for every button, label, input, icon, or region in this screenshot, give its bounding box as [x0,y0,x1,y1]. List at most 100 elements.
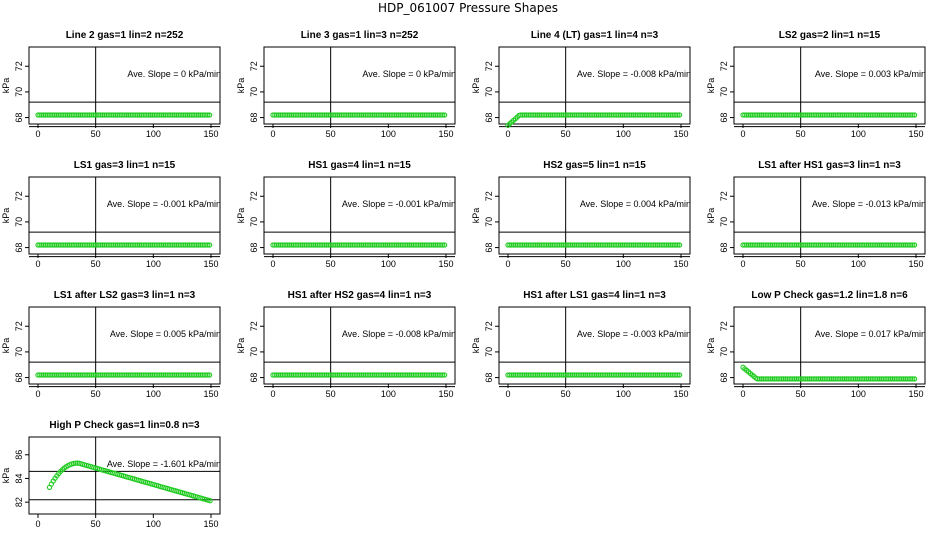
y-tick-label: 72 [719,321,729,331]
y-tick-label: 68 [484,373,494,383]
x-tick-label: 100 [616,389,631,399]
y-axis-label: kPa [471,78,481,94]
slope-annotation: Ave. Slope = -0.003 kPa/min [577,329,691,339]
slope-annotation: Ave. Slope = 0 kPa/min [362,69,456,79]
data-point [440,112,446,118]
panel-title: LS2 gas=2 lin=1 n=15 [779,30,881,41]
plot-frame [733,176,926,255]
panel-title: High P Check gas=1 lin=0.8 n=3 [49,420,200,431]
x-tick-label: 150 [203,389,218,399]
x-tick-label: 50 [796,389,806,399]
data-point [911,376,918,382]
x-tick-label: 150 [673,389,688,399]
y-tick-label: 70 [249,347,259,357]
x-tick-label: 50 [91,129,101,139]
plot-frame [733,306,926,385]
y-tick-label: 68 [249,243,259,253]
y-tick-label: 72 [719,191,729,201]
plot-frame [28,176,221,255]
y-tick-label: 72 [14,191,24,201]
data-point [675,112,681,118]
x-tick-label: 100 [616,259,631,269]
panel-title: Line 2 gas=1 lin=2 n=252 [66,30,184,41]
x-tick-label: 100 [381,129,396,139]
data-point [440,372,446,378]
plot-frame [28,306,221,385]
x-tick-label: 100 [146,389,161,399]
y-tick-label: 70 [719,87,729,97]
x-tick-label: 0 [35,389,40,399]
y-tick-label: 68 [14,373,24,383]
x-tick-label: 100 [146,519,161,529]
x-tick-label: 50 [561,129,571,139]
plot-frame [263,176,456,255]
y-axis-label: kPa [236,208,246,224]
y-tick-label: 72 [484,321,494,331]
x-tick-label: 50 [326,389,336,399]
x-tick-label: 150 [908,129,923,139]
plot-frame [498,176,691,255]
x-tick-label: 150 [438,259,453,269]
data-point [206,112,213,118]
data-point [676,372,683,378]
y-tick-label: 68 [14,243,24,253]
x-tick-label: 100 [381,259,396,269]
data-point [676,242,683,248]
panel-title: HS1 gas=4 lin=1 n=15 [308,160,411,171]
y-axis-label: kPa [706,338,716,354]
y-tick-label: 70 [719,217,729,227]
y-tick-label: 68 [14,113,24,123]
slope-annotation: Ave. Slope = 0 kPa/min [127,69,221,79]
panel-title: HS1 after LS1 gas=4 lin=1 n=3 [523,290,666,301]
x-tick-label: 100 [146,129,161,139]
x-tick-label: 100 [851,129,866,139]
panel-13: High P Check gas=1 lin=0.8 n=3 0 50 100 150 8… [1,420,221,529]
x-tick-label: 0 [270,389,275,399]
x-tick-label: 50 [326,129,336,139]
y-tick-label: 72 [484,191,494,201]
slope-annotation: Ave. Slope = -0.008 kPa/min [342,329,456,339]
data-point [910,242,916,248]
plot-frame [28,436,221,515]
plot-frame [28,46,221,125]
slope-annotation: Ave. Slope = 0.003 kPa/min [815,69,926,79]
x-tick-label: 150 [673,129,688,139]
panel-8: LS1 after HS1 gas=3 lin=1 n=3 0 50 100 150 68… [706,160,926,269]
panel-title: LS1 gas=3 lin=1 n=15 [74,160,176,171]
panel-12: Low P Check gas=1.2 lin=1.8 n=6 0 50 100 150… [706,290,926,399]
data-point [441,242,448,248]
plot-frame [498,306,691,385]
data-point [205,372,211,378]
data-point [441,372,448,378]
x-tick-label: 150 [908,259,923,269]
x-tick-label: 0 [740,129,745,139]
y-axis-label: kPa [236,78,246,94]
x-tick-label: 0 [505,259,510,269]
x-tick-label: 50 [561,389,571,399]
y-axis-label: kPa [1,208,11,224]
data-point [205,242,211,248]
x-tick-label: 50 [796,129,806,139]
y-axis-label: kPa [236,338,246,354]
x-tick-label: 0 [35,129,40,139]
panel-title: HS1 after HS2 gas=4 lin=1 n=3 [288,290,432,301]
y-tick-label: 72 [14,321,24,331]
plot-frame [263,306,456,385]
panel-title: HS2 gas=5 lin=1 n=15 [543,160,646,171]
y-axis-label: kPa [1,468,11,484]
data-point [206,372,213,378]
x-tick-label: 150 [673,259,688,269]
y-axis-label: kPa [706,208,716,224]
panel-title: LS1 after HS1 gas=3 lin=1 n=3 [758,160,901,171]
page-title: HDP_061007 Pressure Shapes [377,1,558,15]
y-tick-label: 68 [719,113,729,123]
data-point [675,372,681,378]
x-tick-label: 0 [270,259,275,269]
x-tick-label: 150 [203,129,218,139]
x-tick-label: 0 [740,259,745,269]
x-tick-label: 100 [851,389,866,399]
x-tick-label: 100 [851,259,866,269]
slope-annotation: Ave. Slope = 0.004 kPa/min [580,199,691,209]
